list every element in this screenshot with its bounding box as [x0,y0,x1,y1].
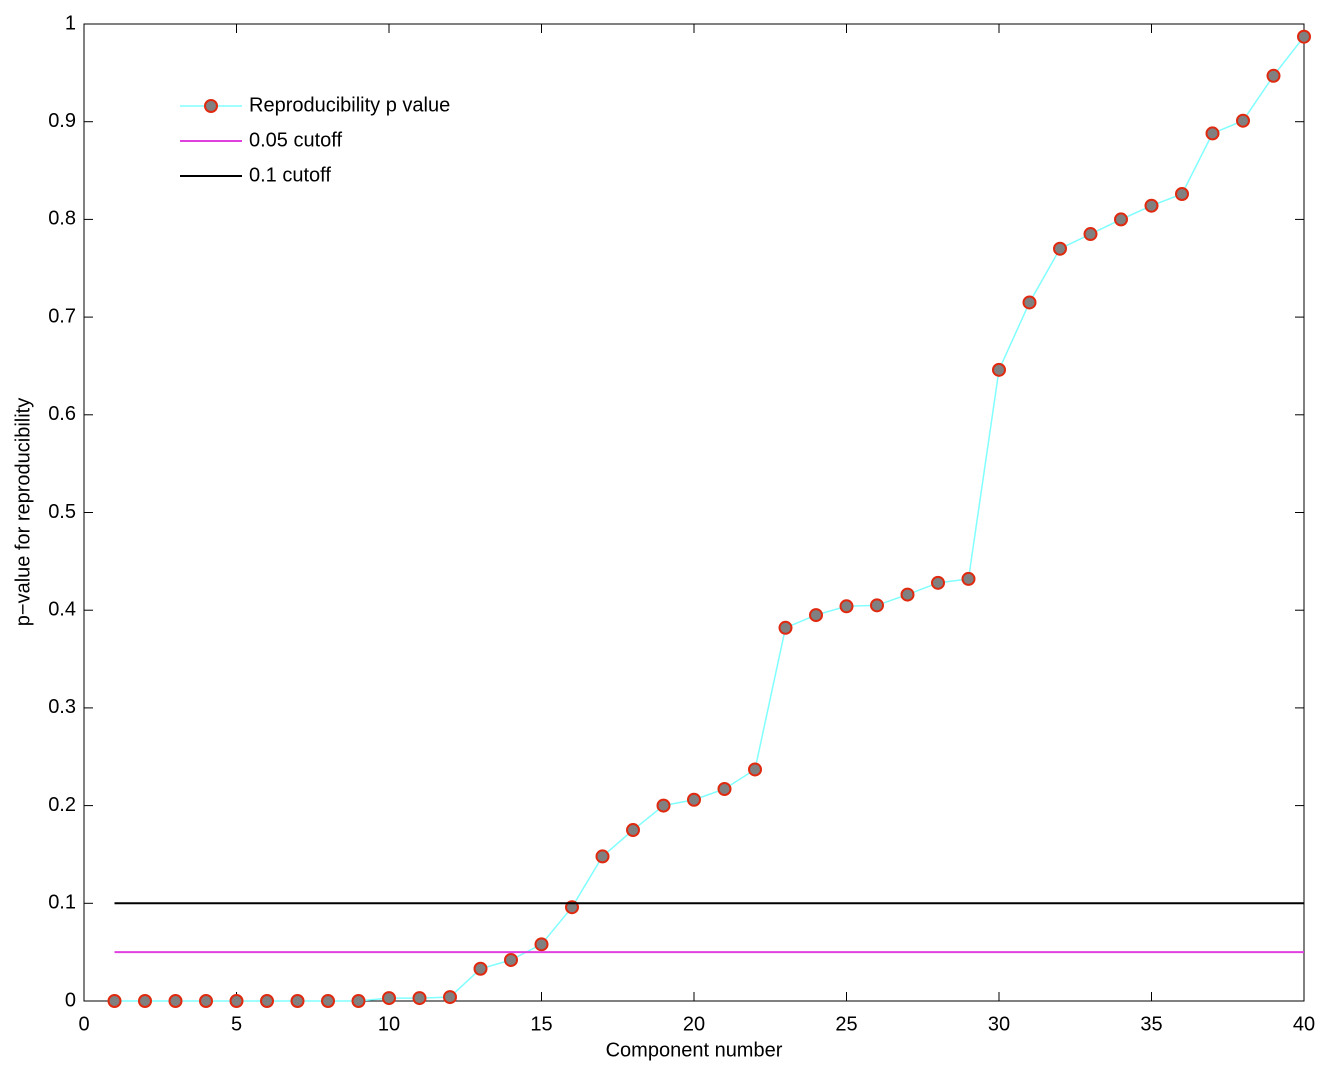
marker [504,952,518,967]
marker [961,571,976,586]
legend-marker [204,99,218,113]
marker [1053,241,1067,256]
marker [1266,68,1281,83]
marker [595,849,610,864]
y-axis-label: p−value for reproducibility [12,398,34,626]
marker [1297,29,1311,44]
marker [168,994,183,1008]
y-tick-label: 0.9 [48,110,76,132]
x-tick-label: 30 [988,1013,1010,1035]
series-line [114,36,1305,1002]
marker [382,991,396,1006]
marker [351,994,366,1008]
marker [1236,113,1250,128]
marker [809,608,823,623]
x-tick-label: 25 [835,1013,857,1035]
marker [870,598,884,613]
marker [412,991,427,1006]
y-tick-label: 0.5 [48,501,76,523]
y-tick-label: 0 [65,989,76,1011]
x-tick-label: 0 [78,1013,89,1035]
marker [290,994,305,1008]
marker [992,362,1006,377]
x-tick-label: 5 [231,1013,242,1035]
marker [687,792,701,807]
legend-label: 0.05 cutoff [249,129,342,151]
x-tick-label: 10 [378,1013,400,1035]
marker [656,798,671,813]
y-tick-label: 0.1 [48,892,76,914]
marker [1114,212,1128,227]
marker [839,599,854,614]
x-tick-label: 40 [1293,1013,1315,1035]
legend-label: Reproducibility p value [249,94,450,116]
x-tick-label: 15 [530,1013,552,1035]
marker [321,994,335,1008]
marker [1175,186,1189,201]
y-tick-label: 0.6 [48,403,76,425]
x-axis-label: Component number [606,1039,783,1061]
marker [1205,126,1220,141]
marker [473,961,488,976]
y-tick-label: 1 [65,12,76,34]
marker [229,994,244,1008]
y-tick-label: 0.4 [48,598,76,620]
x-tick-label: 35 [1140,1013,1162,1035]
marker [1022,295,1037,310]
marker [1144,198,1159,213]
marker [931,575,945,590]
marker [138,994,152,1008]
marker [717,781,732,796]
legend-label: 0.1 cutoff [249,164,331,186]
marker [107,994,122,1008]
marker [626,823,640,838]
marker [748,762,762,777]
marker [443,990,457,1005]
x-tick-label: 20 [683,1013,705,1035]
marker [534,937,549,952]
marker [1083,227,1098,242]
marker [199,994,213,1008]
y-tick-label: 0.2 [48,794,76,816]
marker [900,587,915,602]
y-tick-label: 0.8 [48,208,76,230]
y-tick-label: 0.7 [48,305,76,327]
marker [260,994,274,1008]
marker [778,620,793,635]
y-tick-label: 0.3 [48,696,76,718]
